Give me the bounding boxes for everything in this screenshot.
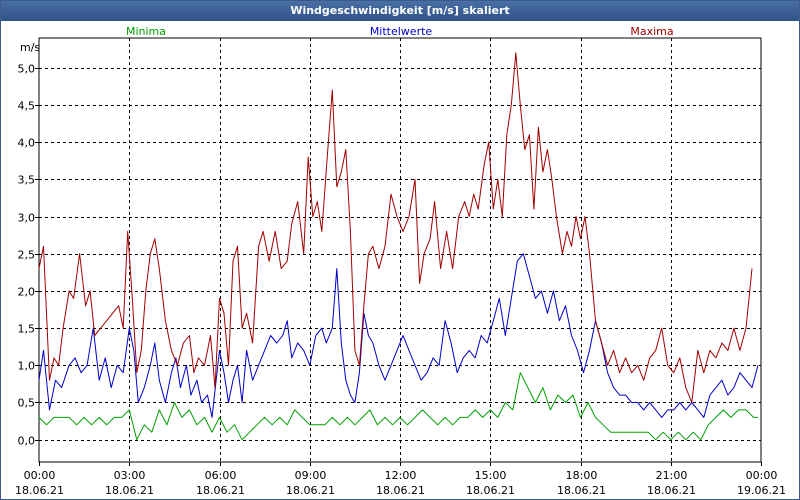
x-tick-time: 12:00 xyxy=(385,469,417,482)
x-tick-date: 18.06.21 xyxy=(647,484,696,497)
y-tick-label: 2,0 xyxy=(18,286,36,299)
y-tick-label: 0,0 xyxy=(18,435,36,448)
x-axis: 00:00 18.06.21 03:00 18.06.21 06:00 18.06.21 0… xyxy=(15,462,786,497)
series-line-minima xyxy=(38,372,758,441)
x-tick-time: 15:00 xyxy=(475,469,507,482)
x-tick-date: 18.06.21 xyxy=(15,484,64,497)
x-tick-time: 03:00 xyxy=(114,469,146,482)
y-axis-label: m/s xyxy=(20,41,40,54)
x-tick-time: 21:00 xyxy=(656,469,688,482)
y-tick-label: 5,0 xyxy=(18,63,36,76)
y-tick-label: 4,0 xyxy=(18,137,36,150)
x-tick-date: 18.06.21 xyxy=(105,484,154,497)
y-tick-label: 2,5 xyxy=(18,249,36,262)
series-lines xyxy=(38,52,759,441)
legend: Minima Mittelwerte Maxima xyxy=(126,25,674,38)
x-tick-date: 18.06.21 xyxy=(196,484,245,497)
y-axis: 0,0 0,5 1,0 1,5 2,0 2,5 3,0 3,5 4,0 4,5 5,0 xyxy=(18,63,39,448)
legend-entry-mittelwerte: Mittelwerte xyxy=(370,25,433,38)
y-tick-label: 3,5 xyxy=(18,174,36,187)
y-tick-label: 0,5 xyxy=(18,397,36,410)
x-tick-time: 06:00 xyxy=(205,469,237,482)
legend-entry-maxima: Maxima xyxy=(630,25,673,38)
x-tick-time: 18:00 xyxy=(566,469,598,482)
legend-entry-minima: Minima xyxy=(126,25,166,38)
x-tick-date: 18.06.21 xyxy=(557,484,606,497)
y-tick-label: 1,0 xyxy=(18,360,36,373)
chart-title: Windgeschwindigkeit [m/s] skaliert xyxy=(1,1,799,21)
x-tick-time: 00:00 xyxy=(24,469,56,482)
x-tick-time: 09:00 xyxy=(295,469,327,482)
x-tick-date: 19.06.21 xyxy=(737,484,786,497)
x-tick-date: 18.06.21 xyxy=(286,484,335,497)
y-tick-label: 3,0 xyxy=(18,212,36,225)
x-tick-date: 18.06.21 xyxy=(376,484,425,497)
grid-lines xyxy=(39,38,761,462)
series-line-maxima xyxy=(38,52,753,403)
x-tick-time: 00:00 xyxy=(746,469,778,482)
y-tick-label: 1,5 xyxy=(18,323,36,336)
y-tick-label: 4,5 xyxy=(18,100,36,113)
series-line-mittelwerte xyxy=(38,253,759,418)
x-tick-date: 18.06.21 xyxy=(466,484,515,497)
